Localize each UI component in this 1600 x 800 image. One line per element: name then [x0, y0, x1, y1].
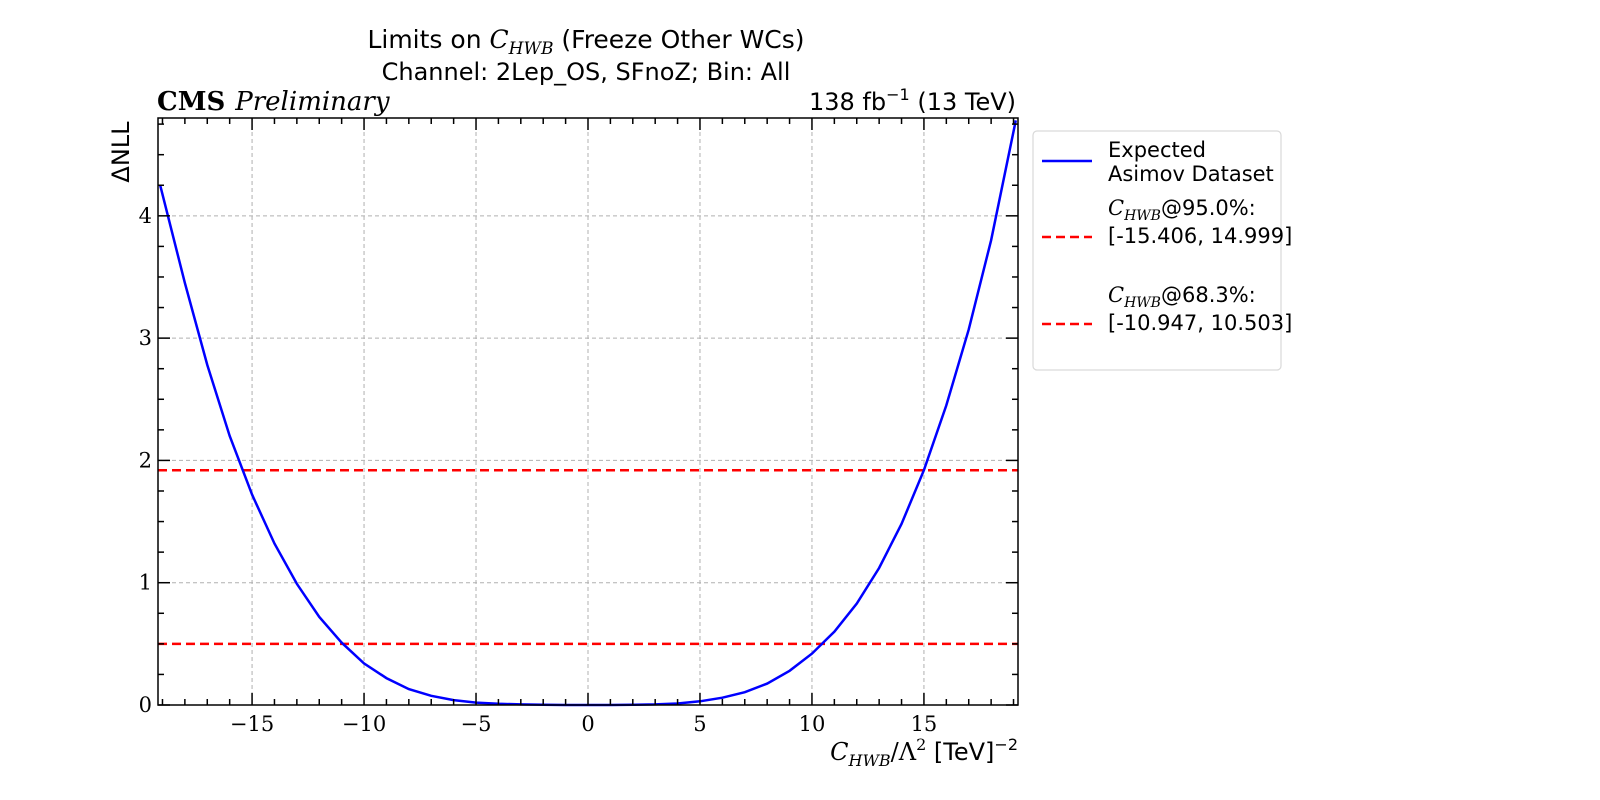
- title-prefix: Limits on: [367, 25, 489, 54]
- x-tick-label: −10: [342, 712, 386, 736]
- x-label-exponent: −2: [994, 735, 1018, 754]
- axis-ticks: [158, 118, 1018, 706]
- x-tick-label: −5: [461, 712, 492, 736]
- x-label-square: 2: [916, 735, 926, 754]
- cms-label: CMS Preliminary: [157, 87, 390, 117]
- y-tick-label: 0: [139, 693, 152, 717]
- chart-title-line1: Limits on CHWB (Freeze Other WCs): [367, 25, 804, 59]
- title-variable-subscript: HWB: [508, 39, 554, 59]
- title-suffix: (Freeze Other WCs): [553, 25, 804, 54]
- legend-68cl-label: CHWB@68.3%:: [1108, 283, 1256, 311]
- legend-frame: [1032, 130, 1282, 371]
- title-variable: C: [490, 25, 509, 54]
- y-tick-labels: 0 1 2 3 4: [139, 204, 152, 717]
- x-tick-label: 0: [581, 712, 594, 736]
- legend-68cl-interval: [-10.947, 10.503]: [1108, 311, 1292, 335]
- y-tick-label: 3: [139, 326, 152, 350]
- x-tick-labels: −15 −10 −5 0 5 10 15: [230, 712, 937, 736]
- lumi-exponent: −1: [886, 85, 910, 104]
- y-tick-label: 1: [139, 571, 152, 595]
- chart-title-line2: Channel: 2Lep_OS, SFnoZ; Bin: All: [382, 58, 791, 86]
- y-tick-label: 4: [139, 204, 152, 228]
- y-tick-label: 2: [139, 448, 152, 472]
- grid-lines: [158, 118, 1018, 706]
- lumi-value: 138 fb: [809, 88, 886, 116]
- x-tick-label: 5: [693, 712, 706, 736]
- x-tick-label: 15: [911, 712, 938, 736]
- x-axis-label: CHWB/Λ2 [TeV]−2: [830, 735, 1018, 770]
- legend-expected-label-line1: Expected: [1108, 138, 1206, 162]
- x-label-variable: C: [830, 738, 848, 766]
- x-label-lambda: /Λ: [891, 738, 917, 766]
- x-tick-label: 10: [799, 712, 826, 736]
- legend-95cl-label: CHWB@95.0%:: [1108, 196, 1256, 224]
- lumi-energy: (13 TeV): [910, 88, 1016, 116]
- cms-label-extra: Preliminary: [234, 87, 390, 117]
- x-tick-label: −15: [230, 712, 274, 736]
- cms-label-main: CMS: [157, 87, 225, 117]
- legend-95cl-interval: [-15.406, 14.999]: [1108, 224, 1292, 248]
- y-axis-label: ΔNLL: [107, 121, 135, 183]
- limit-lines: [158, 468, 1018, 646]
- legend: Expected Asimov Dataset CHWB@95.0%: [-15…: [1032, 130, 1292, 371]
- x-label-unit: [TeV]: [926, 738, 994, 766]
- x-label-subscript: HWB: [848, 751, 891, 770]
- lumi-label: 138 fb−1 (13 TeV): [809, 85, 1016, 116]
- legend-expected-label-line2: Asimov Dataset: [1108, 162, 1274, 186]
